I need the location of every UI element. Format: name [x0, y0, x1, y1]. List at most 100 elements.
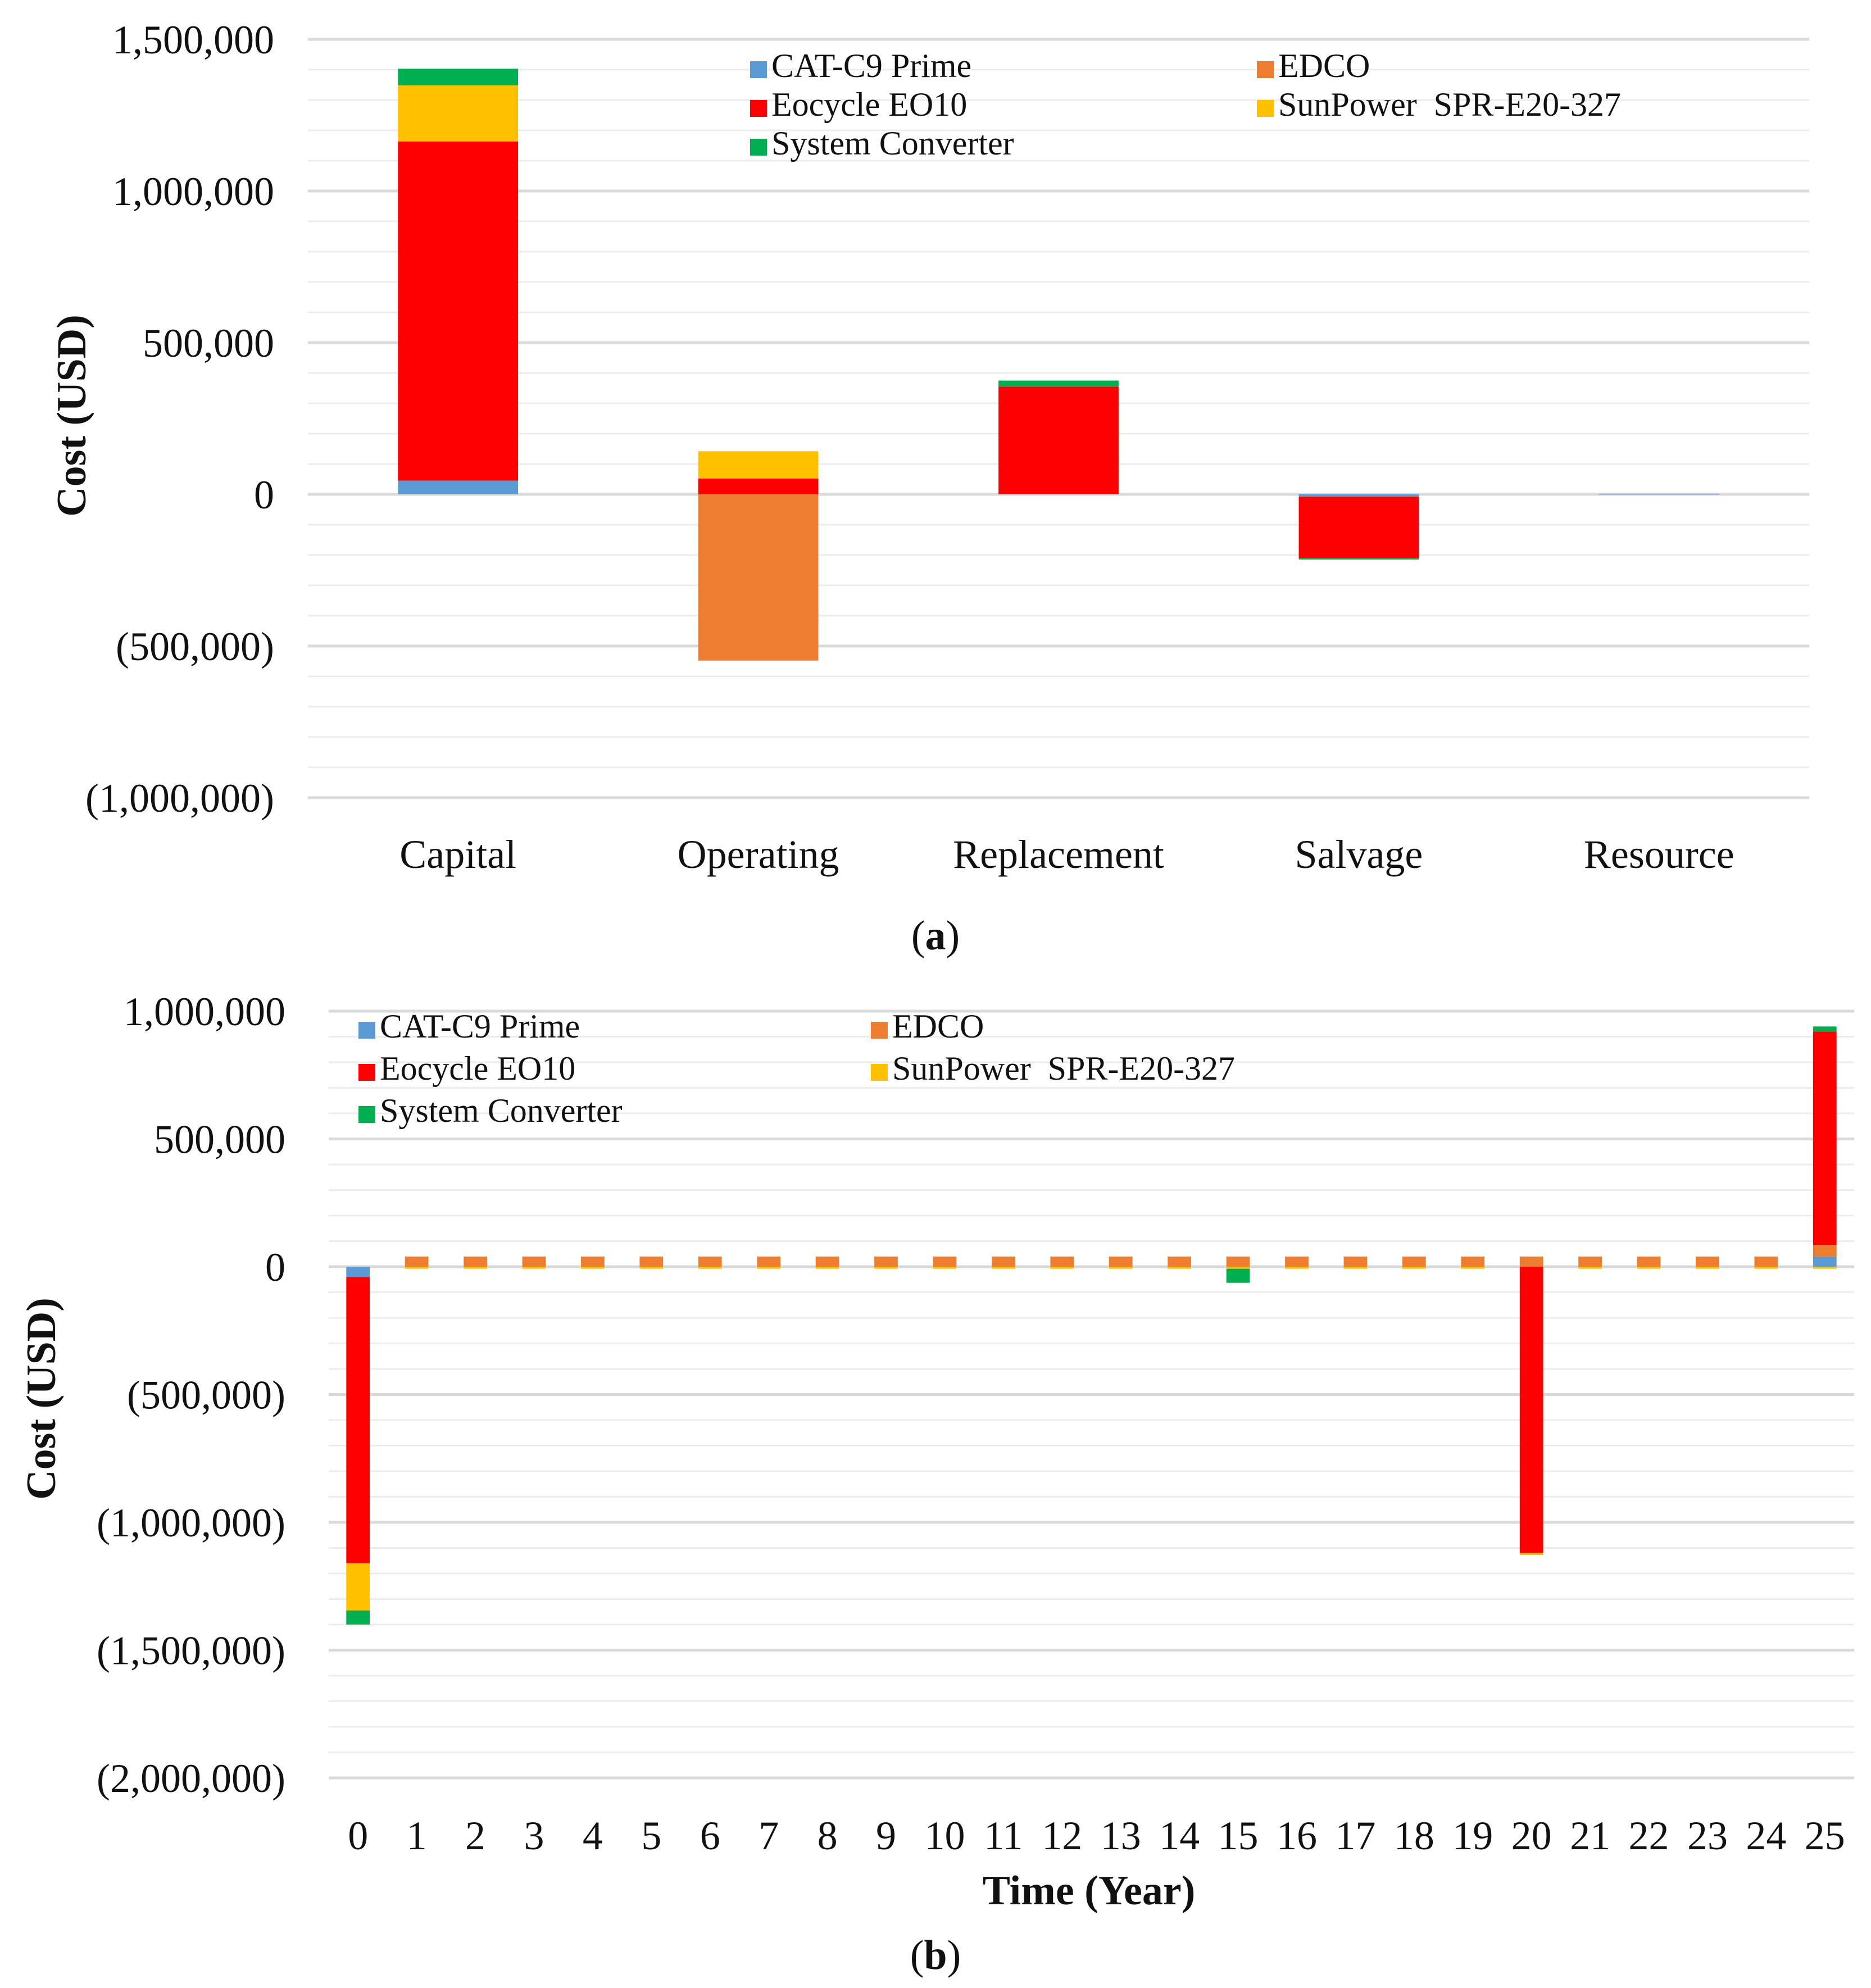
bar-25-cat-c9-prime: [1813, 1256, 1837, 1267]
bar-5-edco: [639, 1256, 664, 1267]
y-tick-label: (1,500,000): [97, 1628, 285, 1673]
x-tick-label: Resource: [1584, 832, 1734, 877]
bar-4-sunpower-spr-e20-327: [581, 1267, 605, 1269]
panel-label-b-open: (: [910, 1932, 924, 1978]
y-tick-label: 500,000: [143, 321, 274, 366]
bar-21-sunpower-spr-e20-327: [1578, 1267, 1602, 1269]
bar-9-edco: [874, 1256, 898, 1267]
panel-label-a-open: (: [911, 913, 925, 959]
legend-swatch: [358, 1022, 375, 1039]
y-tick-label: 1,000,000: [112, 169, 274, 214]
bar-10-sunpower-spr-e20-327: [933, 1267, 957, 1269]
bar-19-edco: [1461, 1256, 1485, 1267]
bar-13-edco: [1109, 1256, 1133, 1267]
x-tick-label: 12: [1042, 1813, 1082, 1858]
bar-Salvage-eocycle-eo10: [1298, 497, 1419, 558]
y-tick-label: (500,000): [127, 1373, 285, 1418]
y-axis-title-a: Cost (USD): [49, 315, 95, 517]
bar-2-edco: [464, 1256, 487, 1267]
bar-15-sunpower-spr-e20-327: [1226, 1267, 1250, 1269]
x-tick-label: 4: [583, 1813, 603, 1858]
legend-label: SunPower SPR-E20-327: [892, 1050, 1235, 1087]
legend-label: Eocycle EO10: [380, 1050, 575, 1087]
bar-18-edco: [1402, 1256, 1426, 1267]
bar-Operating-edco: [698, 494, 819, 661]
legend-b: CAT-C9 Prime EDCO Eocycle EO10 SunPower SPR…: [358, 1008, 1235, 1129]
bar-6-edco: [698, 1256, 722, 1267]
y-tick-labels-a: (1,000,000) (500,000) 0 500,000 1,000,000 1,5…: [85, 17, 274, 821]
y-tick-label: 1,500,000: [112, 17, 274, 62]
bar-4-edco: [581, 1256, 605, 1267]
y-tick-label: 1,000,000: [124, 989, 285, 1034]
bar-19-sunpower-spr-e20-327: [1461, 1267, 1485, 1269]
bar-10-edco: [933, 1256, 957, 1267]
x-tick-label: Replacement: [953, 832, 1164, 877]
legend-a: CAT-C9 Prime EDCO Eocycle EO10 SunPower SPR…: [750, 47, 1621, 162]
bar-0-cat-c9-prime: [346, 1267, 370, 1277]
x-tick-label: Capital: [399, 832, 516, 877]
bar-20-edco: [1519, 1256, 1543, 1267]
y-tick-label: (1,000,000): [97, 1500, 285, 1545]
y-axis-title-b: Cost (USD): [19, 1298, 65, 1500]
bar-24-sunpower-spr-e20-327: [1754, 1267, 1778, 1269]
bar-15-system-converter: [1226, 1268, 1250, 1283]
x-tick-label: Operating: [678, 832, 839, 877]
bar-14-sunpower-spr-e20-327: [1168, 1267, 1192, 1269]
bar-18-sunpower-spr-e20-327: [1402, 1267, 1426, 1269]
bar-21-edco: [1578, 1256, 1602, 1267]
panel-label-b-letter: b: [924, 1932, 947, 1978]
y-tick-label: (500,000): [116, 624, 274, 669]
bar-Salvage-cat-c9-prime: [1298, 494, 1419, 497]
bar-12-edco: [1050, 1256, 1074, 1267]
legend-label: EDCO: [892, 1008, 984, 1045]
x-tick-label: 25: [1805, 1813, 1845, 1858]
bar-Capital-sunpower-spr-e20-327: [398, 85, 519, 142]
y-tick-label: 0: [254, 472, 274, 517]
chart-panel-b: (2,000,000) (1,500,000) (1,000,000) (500,00…: [19, 989, 1854, 1978]
y-tick-label: (2,000,000): [97, 1756, 285, 1801]
panel-label-b: (b): [910, 1932, 961, 1978]
legend-label: CAT-C9 Prime: [380, 1008, 580, 1045]
legend-swatch: [750, 61, 767, 78]
x-tick-label: 10: [924, 1813, 965, 1858]
bar-16-edco: [1285, 1256, 1309, 1267]
bar-25-sunpower-spr-e20-327: [1813, 1267, 1837, 1269]
legend-label: EDCO: [1278, 47, 1370, 84]
bar-3-sunpower-spr-e20-327: [522, 1267, 546, 1269]
bar-15-edco: [1226, 1256, 1250, 1267]
bar-23-edco: [1696, 1256, 1719, 1267]
bar-8-sunpower-spr-e20-327: [815, 1267, 839, 1269]
y-tick-label: 500,000: [154, 1117, 285, 1162]
bar-22-edco: [1637, 1256, 1661, 1267]
legend-swatch: [750, 100, 767, 117]
bar-Salvage-system-converter: [1298, 558, 1419, 560]
x-tick-label: 0: [348, 1813, 368, 1858]
legend-label: System Converter: [380, 1092, 623, 1129]
bar-7-edco: [757, 1256, 781, 1267]
panel-label-a-close: ): [946, 913, 960, 959]
bar-Operating-eocycle-eo10: [698, 478, 819, 494]
legend-swatch: [358, 1064, 375, 1081]
x-tick-label: 16: [1277, 1813, 1317, 1858]
x-tick-label: 14: [1159, 1813, 1200, 1858]
bar-0-system-converter: [346, 1610, 370, 1625]
legend-swatch: [871, 1064, 888, 1081]
bar-Capital-cat-c9-prime: [398, 480, 519, 494]
bars-b: [346, 1026, 1837, 1625]
legend-swatch: [1257, 61, 1274, 78]
bar-25-eocycle-eo10: [1813, 1031, 1837, 1245]
legend-label: Eocycle EO10: [771, 86, 967, 123]
bar-20-sunpower-spr-e20-327: [1519, 1553, 1543, 1555]
bar-16-sunpower-spr-e20-327: [1285, 1267, 1309, 1269]
bar-Replacement-system-converter: [998, 380, 1119, 387]
bar-0-eocycle-eo10: [346, 1277, 370, 1563]
bar-Capital-eocycle-eo10: [398, 141, 519, 481]
bar-24-edco: [1754, 1256, 1778, 1267]
bar-Resource-cat-c9-prime: [1598, 493, 1719, 495]
bar-Operating-sunpower-spr-e20-327: [698, 451, 819, 479]
x-tick-label: 11: [984, 1813, 1023, 1858]
y-tick-label: (1,000,000): [85, 776, 274, 821]
bar-Replacement-eocycle-eo10: [998, 386, 1119, 494]
